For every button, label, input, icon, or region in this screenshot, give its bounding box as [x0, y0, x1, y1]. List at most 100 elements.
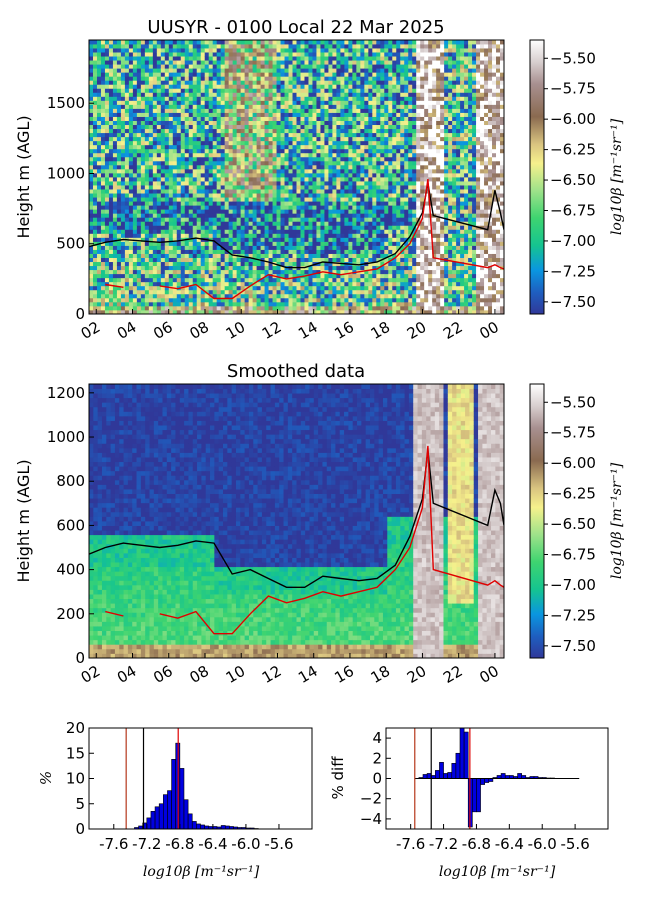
heatmap-cell	[116, 297, 122, 303]
heatmap-cell	[116, 305, 122, 311]
heatmap-cell	[240, 205, 246, 210]
heatmap-cell	[360, 64, 365, 69]
heatmap-cell	[232, 92, 238, 97]
heatmap-cell	[316, 116, 321, 121]
heatmap-cell	[320, 309, 325, 314]
heatmap-cell	[196, 132, 202, 138]
heatmap-cell	[104, 84, 110, 89]
heatmap-cell	[372, 40, 377, 45]
heatmap-cell	[260, 136, 265, 142]
heatmap-cell	[368, 177, 373, 182]
heatmap-cell	[136, 44, 142, 49]
heatmap-cell	[176, 140, 182, 146]
heatmap-cell	[312, 120, 317, 126]
heatmap-cell	[92, 92, 98, 97]
heatmap-cell	[300, 60, 305, 65]
heatmap-cell	[268, 261, 273, 267]
heatmap-cell	[276, 221, 281, 226]
heatmap-cell	[200, 104, 206, 109]
heatmap-cell	[156, 112, 162, 117]
heatmap-cell	[340, 76, 345, 81]
heatmap-cell	[352, 309, 357, 314]
heatmap-cell	[200, 253, 206, 258]
heatmap-cell	[104, 56, 110, 61]
heatmap-cell	[200, 273, 206, 279]
heatmap-cell	[304, 297, 309, 303]
heatmap-cell	[120, 152, 126, 158]
heatmap-cell	[240, 181, 246, 186]
heatmap-cell	[352, 72, 357, 77]
heatmap-cell	[172, 84, 178, 89]
heatmap-cell	[188, 72, 194, 77]
heatmap-cell	[264, 181, 269, 186]
heatmap-cell	[348, 301, 353, 307]
heatmap-cell	[376, 140, 381, 146]
heatmap-cell	[224, 108, 230, 113]
heatmap-cell	[128, 148, 134, 154]
heatmap-cell	[104, 64, 110, 69]
heatmap-cell	[284, 156, 289, 162]
heatmap-cell	[100, 177, 106, 182]
heatmap-cell	[132, 245, 138, 250]
heatmap-cell	[168, 68, 174, 73]
heatmap-cell	[380, 185, 385, 190]
heatmap-cell	[204, 72, 210, 77]
heatmap-cell	[332, 193, 337, 198]
heatmap-cell	[216, 181, 222, 186]
heatmap-cell	[316, 305, 321, 311]
heatmap-cell	[304, 60, 309, 65]
heatmap-cell	[288, 96, 293, 101]
heatmap-cell	[156, 64, 162, 69]
heatmap-cell	[200, 64, 206, 69]
heatmap-cell	[352, 177, 357, 182]
heatmap-cell	[316, 221, 321, 226]
heatmap-cell	[116, 84, 122, 89]
heatmap-cell	[184, 301, 190, 307]
heatmap-cell	[188, 181, 194, 186]
heatmap-cell	[252, 44, 257, 49]
heatmap-cell	[340, 273, 345, 279]
heatmap-cell	[268, 92, 273, 97]
heatmap-cell	[272, 156, 277, 162]
heatmap-cell	[140, 277, 146, 283]
heatmap-cell	[144, 221, 150, 226]
heatmap-cell	[288, 245, 293, 250]
heatmap-cell	[240, 273, 246, 279]
heatmap-cell	[220, 289, 226, 295]
heatmap-cell	[208, 80, 214, 85]
heatmap-cell	[320, 185, 325, 190]
heatmap-cell	[356, 164, 361, 170]
heatmap-cell	[308, 88, 313, 93]
heatmap-cell	[176, 309, 182, 314]
heatmap-cell	[356, 52, 361, 57]
heatmap-cell	[360, 217, 365, 222]
heatmap-cell	[276, 281, 281, 287]
heatmap-cell	[312, 237, 317, 242]
heatmap-cell	[128, 301, 134, 307]
heatmap-cell	[100, 261, 106, 267]
heatmap-cell	[248, 193, 254, 198]
heatmap-cell	[340, 193, 345, 198]
heatmap-cell	[144, 156, 150, 162]
heatmap-cell	[156, 108, 162, 113]
heatmap-cell	[236, 269, 242, 275]
heatmap-cell	[328, 229, 333, 234]
heatmap-cell	[220, 281, 226, 287]
heatmap-cell	[372, 120, 377, 126]
heatmap-cell	[116, 205, 122, 210]
heatmap-cell	[264, 281, 269, 287]
heatmap-cell	[136, 233, 142, 238]
heatmap-cell	[348, 277, 353, 283]
heatmap-cell	[324, 205, 329, 210]
heatmap-cell	[96, 172, 102, 178]
heatmap-cell	[100, 229, 106, 234]
heatmap-cell	[120, 44, 126, 49]
heatmap-cell	[276, 245, 281, 250]
heatmap-cell	[224, 120, 230, 126]
heatmap-cell	[364, 100, 369, 105]
heatmap-cell	[196, 245, 202, 250]
heatmap-cell	[304, 68, 309, 73]
heatmap-cell	[304, 40, 309, 45]
heatmap-cell	[96, 305, 102, 311]
heatmap-cell	[124, 249, 130, 254]
